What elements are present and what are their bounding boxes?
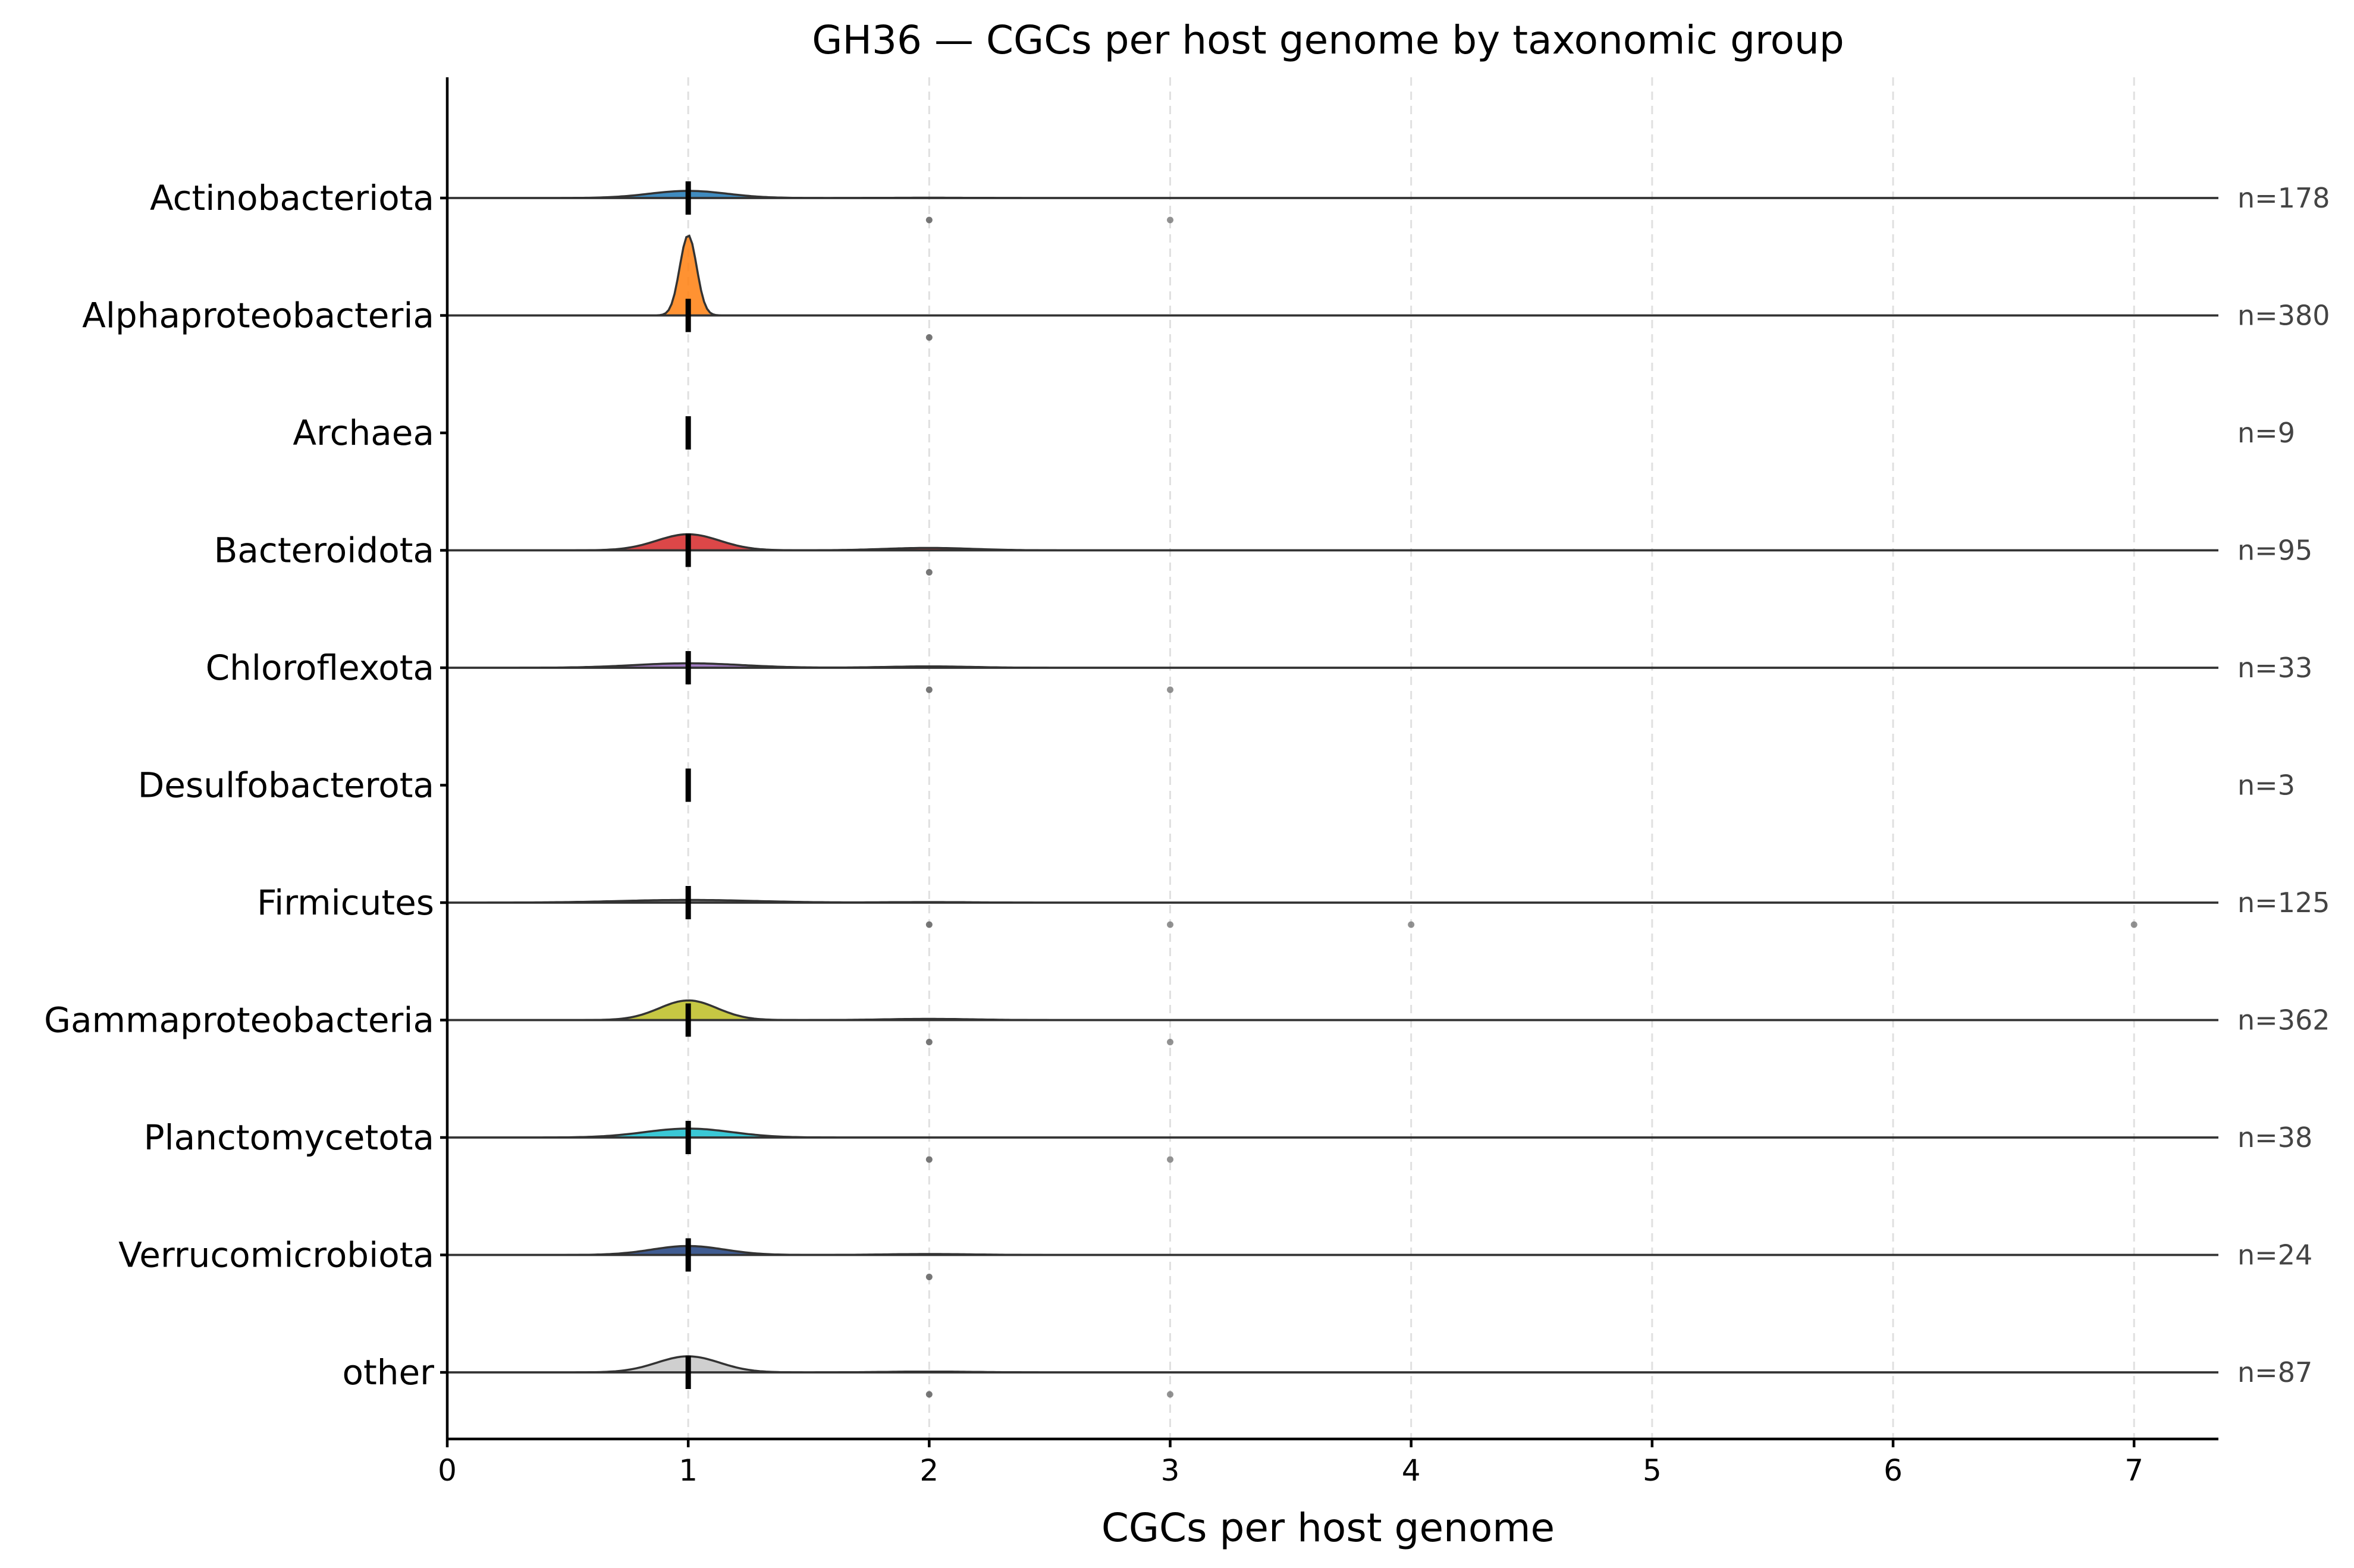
ridge-desulfobacterota: Desulfobacterota n=3 (138, 765, 2295, 806)
x-axis-label: CGCs per host genome (1101, 1505, 1555, 1551)
n-label-chloroflexota: n=33 (2237, 652, 2312, 684)
outlier-actinobacteriota-2 (925, 216, 933, 224)
n-label-archaea: n=9 (2237, 417, 2295, 449)
y-tick-label-planctomycetota: Planctomycetota (144, 1117, 434, 1158)
n-label-gammaproteobacteria: n=362 (2237, 1004, 2330, 1036)
n-label-desulfobacterota: n=3 (2237, 769, 2295, 802)
n-label-alphaproteobacteria: n=380 (2237, 300, 2330, 332)
x-tick-label-3: 3 (1161, 1453, 1180, 1488)
outlier-chloroflexota-2 (925, 686, 933, 693)
chart-title: GH36 — CGCs per host genome by taxonomic… (812, 17, 1844, 63)
outlier-other-3 (1167, 1391, 1174, 1398)
x-tick-label-6: 6 (1884, 1453, 1903, 1488)
n-label-bacteroidota: n=95 (2237, 535, 2312, 567)
x-tick-label-1: 1 (679, 1453, 698, 1488)
outlier-verrucomicrobiota-2 (925, 1274, 933, 1280)
x-tick-label-4: 4 (1402, 1453, 1421, 1488)
n-label-verrucomicrobiota: n=24 (2237, 1239, 2312, 1271)
x-tick-label-0: 0 (438, 1453, 457, 1488)
outlier-firmicutes-4 (1408, 921, 1415, 928)
outlier-actinobacteriota-3 (1167, 216, 1174, 224)
y-tick-label-other: other (342, 1352, 434, 1393)
outlier-firmicutes-3 (1167, 921, 1174, 928)
axes: 0 1 2 3 4 5 6 7 (438, 77, 2218, 1488)
y-tick-label-archaea: Archaea (293, 413, 434, 453)
y-tick-label-gammaproteobacteria: Gammaproteobacteria (44, 1000, 434, 1041)
ridge-bacteroidota: Bacteroidota n=95 (214, 530, 2312, 576)
outlier-firmicutes-2 (925, 921, 933, 928)
y-tick-label-actinobacteriota: Actinobacteriota (150, 178, 434, 218)
y-tick-label-bacteroidota: Bacteroidota (214, 530, 434, 571)
y-tick-label-alphaproteobacteria: Alphaproteobacteria (82, 296, 434, 336)
n-label-planctomycetota: n=38 (2237, 1121, 2312, 1154)
ridge-other: other n=87 (342, 1352, 2312, 1398)
n-label-other: n=87 (2237, 1356, 2312, 1388)
outlier-chloroflexota-3 (1167, 686, 1174, 693)
ridge-actinobacteriota: Actinobacteriota n=178 (150, 178, 2330, 224)
x-tick-label-2: 2 (919, 1453, 939, 1488)
y-tick-label-desulfobacterota: Desulfobacterota (138, 765, 434, 806)
outlier-firmicutes-7 (2130, 921, 2138, 928)
ridge-firmicutes: Firmicutes n=125 (257, 882, 2330, 928)
outlier-gammaproteobacteria-2 (925, 1039, 933, 1045)
ridge-planctomycetota: Planctomycetota n=38 (144, 1117, 2312, 1163)
y-tick-label-firmicutes: Firmicutes (257, 882, 434, 923)
n-label-actinobacteriota: n=178 (2237, 182, 2330, 214)
ridges: Actinobacteriota n=178 Alphaproteobacteria… (44, 178, 2330, 1398)
ridge-gammaproteobacteria: Gammaproteobacteria n=362 (44, 999, 2330, 1045)
outlier-other-2 (925, 1391, 933, 1398)
outlier-planctomycetota-3 (1167, 1156, 1174, 1163)
outlier-planctomycetota-2 (925, 1156, 933, 1163)
y-tick-label-chloroflexota: Chloroflexota (206, 648, 434, 688)
x-tick-label-7: 7 (2124, 1453, 2143, 1488)
ridge-verrucomicrobiota: Verrucomicrobiota n=24 (118, 1235, 2312, 1280)
x-tick-label-5: 5 (1643, 1453, 1662, 1488)
ridge-alphaproteobacteria: Alphaproteobacteria n=380 (82, 234, 2330, 341)
outlier-bacteroidota-2 (925, 569, 933, 576)
ridge-chloroflexota: Chloroflexota n=33 (206, 648, 2312, 693)
outlier-alphaproteobacteria-2 (925, 334, 933, 341)
n-label-firmicutes: n=125 (2237, 887, 2330, 919)
y-tick-label-verrucomicrobiota: Verrucomicrobiota (118, 1235, 434, 1275)
ridge-archaea: Archaea n=9 (293, 413, 2295, 453)
outlier-gammaproteobacteria-3 (1167, 1039, 1174, 1045)
